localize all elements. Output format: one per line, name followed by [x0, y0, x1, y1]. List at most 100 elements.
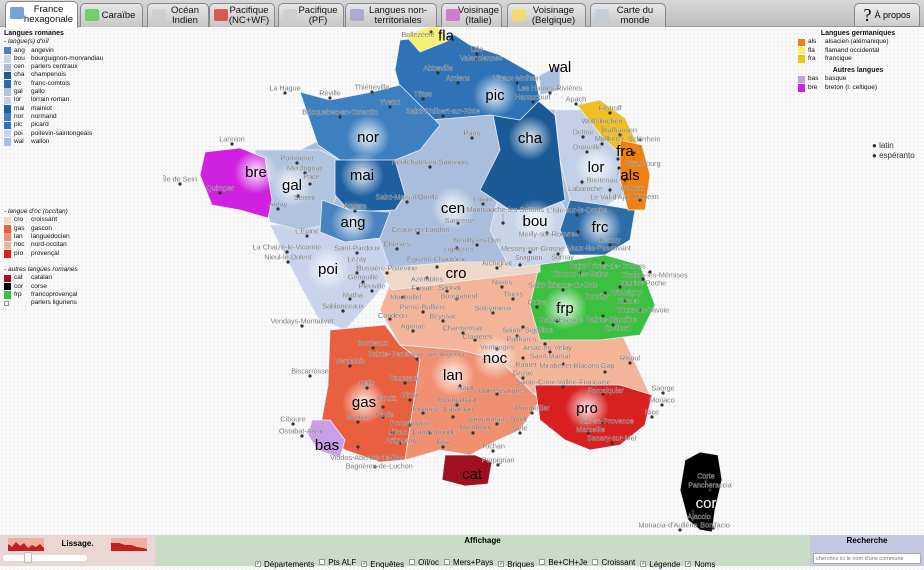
city-marker[interactable]: Biscarrosse [291, 366, 329, 378]
city-marker[interactable]: Bélis [359, 378, 375, 390]
language-label-frc[interactable]: frc [592, 219, 609, 236]
language-label-mai[interactable]: mai [350, 167, 374, 184]
language-label-ang[interactable]: ang [340, 214, 365, 231]
city-marker[interactable]: Arvillard [604, 323, 631, 332]
city-marker[interactable]: Cherves [383, 239, 411, 251]
city-marker[interactable]: Naves [492, 277, 513, 289]
city-marker[interactable]: Rauret [515, 356, 537, 369]
legend-item-mai[interactable]: mai mainiot [4, 105, 114, 113]
city-marker[interactable]: Saint-Philbert-sur-Risle [406, 106, 480, 118]
city-marker[interactable]: Vaux-lès-Passavant [567, 230, 631, 253]
region-als[interactable] [619, 139, 651, 211]
city-marker[interactable]: Pailharès [506, 334, 537, 343]
city-marker[interactable]: Paris [464, 128, 481, 140]
city-marker[interactable]: Amiens [446, 73, 471, 85]
region-cro[interactable] [379, 261, 541, 291]
city-marker[interactable]: Tuchan [481, 441, 505, 453]
city-marker[interactable]: Vendays-Montalivet [270, 316, 334, 328]
legend-item-wal[interactable]: wal wallon [4, 138, 114, 146]
city-marker[interactable]: Foix [436, 437, 450, 449]
city-marker[interactable]: Le Val-d'Ajol [590, 188, 630, 202]
city-marker[interactable]: Sablonceaux [322, 301, 364, 313]
city-marker[interactable]: Goutz [377, 393, 398, 409]
city-marker[interactable]: Saint-Martial [530, 350, 571, 361]
city-marker[interactable]: Montpellier [514, 403, 550, 415]
city-marker[interactable]: Strasbourg [625, 151, 661, 168]
city-marker[interactable]: Toulouse [411, 404, 441, 415]
city-marker[interactable]: Bollezeele [401, 30, 435, 39]
city-marker[interactable]: Delme [572, 127, 594, 139]
city-marker[interactable]: Bordeaux [357, 338, 389, 350]
legend-item-frc[interactable]: frc franc-comtois [4, 80, 114, 88]
city-marker[interactable]: Arbusigny [610, 285, 643, 297]
city-marker[interactable]: Thonon-les-Bains [552, 269, 609, 279]
city-marker[interactable]: Artiguemy [385, 436, 418, 445]
city-marker[interactable]: Perpignan [481, 455, 515, 467]
about-button[interactable]: ? À propos [854, 3, 920, 27]
legend-item-cro[interactable]: cro croissant [4, 216, 114, 225]
city-marker[interactable]: La Chaize-le-Vicomte [253, 242, 322, 254]
language-label-lor[interactable]: lor [588, 159, 605, 176]
city-marker[interactable]: Thiétreville [354, 82, 390, 94]
city-marker[interactable]: Corte [697, 471, 715, 483]
commune-search-input[interactable] [813, 553, 921, 564]
city-marker[interactable]: Neuilly-en-Dun [453, 235, 501, 247]
city-marker[interactable]: Beyssac [429, 311, 457, 323]
city-marker[interactable]: Momas [346, 412, 370, 424]
city-marker[interactable]: Sète [512, 423, 528, 435]
city-marker[interactable]: Montgaillard [437, 395, 477, 407]
city-marker[interactable]: Bonifacio [700, 520, 730, 530]
city-marker[interactable]: Sainte-Blandine [586, 314, 637, 324]
city-marker[interactable]: Charmensac [442, 323, 484, 335]
city-marker[interactable]: Sivignon [515, 253, 543, 267]
city-marker[interactable]: Verdelais [335, 356, 365, 368]
city-marker[interactable]: Lignières [444, 244, 474, 253]
checkbox[interactable] [592, 559, 599, 565]
city-marker[interactable]: Réville [319, 88, 341, 100]
city-marker[interactable]: Breitenau [586, 166, 621, 185]
city-marker[interactable]: Caudebronde [412, 428, 456, 437]
city-marker[interactable]: Viodos-Abense-de-Bas [330, 445, 404, 462]
language-label-cen[interactable]: cen [441, 200, 465, 217]
checkbox[interactable]: ✓ [361, 561, 368, 567]
checkbox[interactable]: ✓ [685, 561, 692, 567]
city-marker[interactable]: Neufchâtel-en-Saosnois [391, 157, 469, 169]
legend-item-cat[interactable]: cat catalan [4, 274, 114, 283]
city-marker[interactable]: Monacia-d'Aullène [638, 520, 698, 532]
city-marker[interactable]: Lannion [219, 134, 245, 146]
legend-item-ligurien[interactable]: parlers liguriens [4, 299, 114, 307]
smoothing-high-icon[interactable] [111, 538, 147, 551]
city-marker[interactable]: Thollon-les-Mémises [621, 270, 688, 279]
city-marker[interactable]: Lille [470, 44, 484, 56]
city-marker[interactable]: Montblanc [459, 423, 493, 435]
legend-item-bre[interactable]: bre breton (l. celtique) [798, 84, 918, 92]
legend-item-nor[interactable]: nor normand [4, 113, 114, 121]
city-marker[interactable]: Pancheraccia [688, 480, 732, 492]
tab-voisinage-italie[interactable]: Voisinage (Italie) [441, 3, 502, 27]
city-marker[interactable]: Lilhac [388, 428, 408, 437]
tab-oc-an-indien[interactable]: Océan Indien [147, 3, 209, 27]
city-marker[interactable]: Labaroche [568, 180, 602, 193]
city-marker[interactable]: Auray [268, 199, 288, 211]
language-label-nor[interactable]: nor [357, 129, 379, 146]
language-label-fra[interactable]: fra [616, 143, 634, 160]
city-marker[interactable]: Angers [343, 201, 367, 213]
city-marker[interactable]: Aix-en-Provence [580, 417, 634, 426]
checkbox[interactable]: ✓ [640, 561, 647, 567]
legend-item-cha[interactable]: cha champenois [4, 71, 114, 80]
city-marker[interactable]: Monaco [649, 395, 675, 407]
city-marker[interactable]: Sérent [294, 193, 316, 202]
tab-france-hexagonale[interactable]: France hexagonale [5, 1, 78, 28]
checkbox[interactable]: ✓ [255, 561, 261, 567]
city-marker[interactable]: Soleymieux [474, 303, 512, 315]
city-marker[interactable]: Pleuville [358, 281, 386, 293]
lang-esperanto[interactable]: ● espéranto [872, 151, 915, 160]
city-marker[interactable]: Sainte-Sigolène [502, 325, 553, 334]
city-marker[interactable]: Coise [528, 297, 546, 309]
language-label-gas[interactable]: gas [352, 394, 376, 411]
option-noms[interactable]: ✓ Noms [685, 559, 716, 569]
city-marker[interactable]: Fursac [411, 284, 434, 293]
city-marker[interactable]: Lemuy [599, 235, 621, 247]
language-label-gal[interactable]: gal [282, 177, 302, 194]
